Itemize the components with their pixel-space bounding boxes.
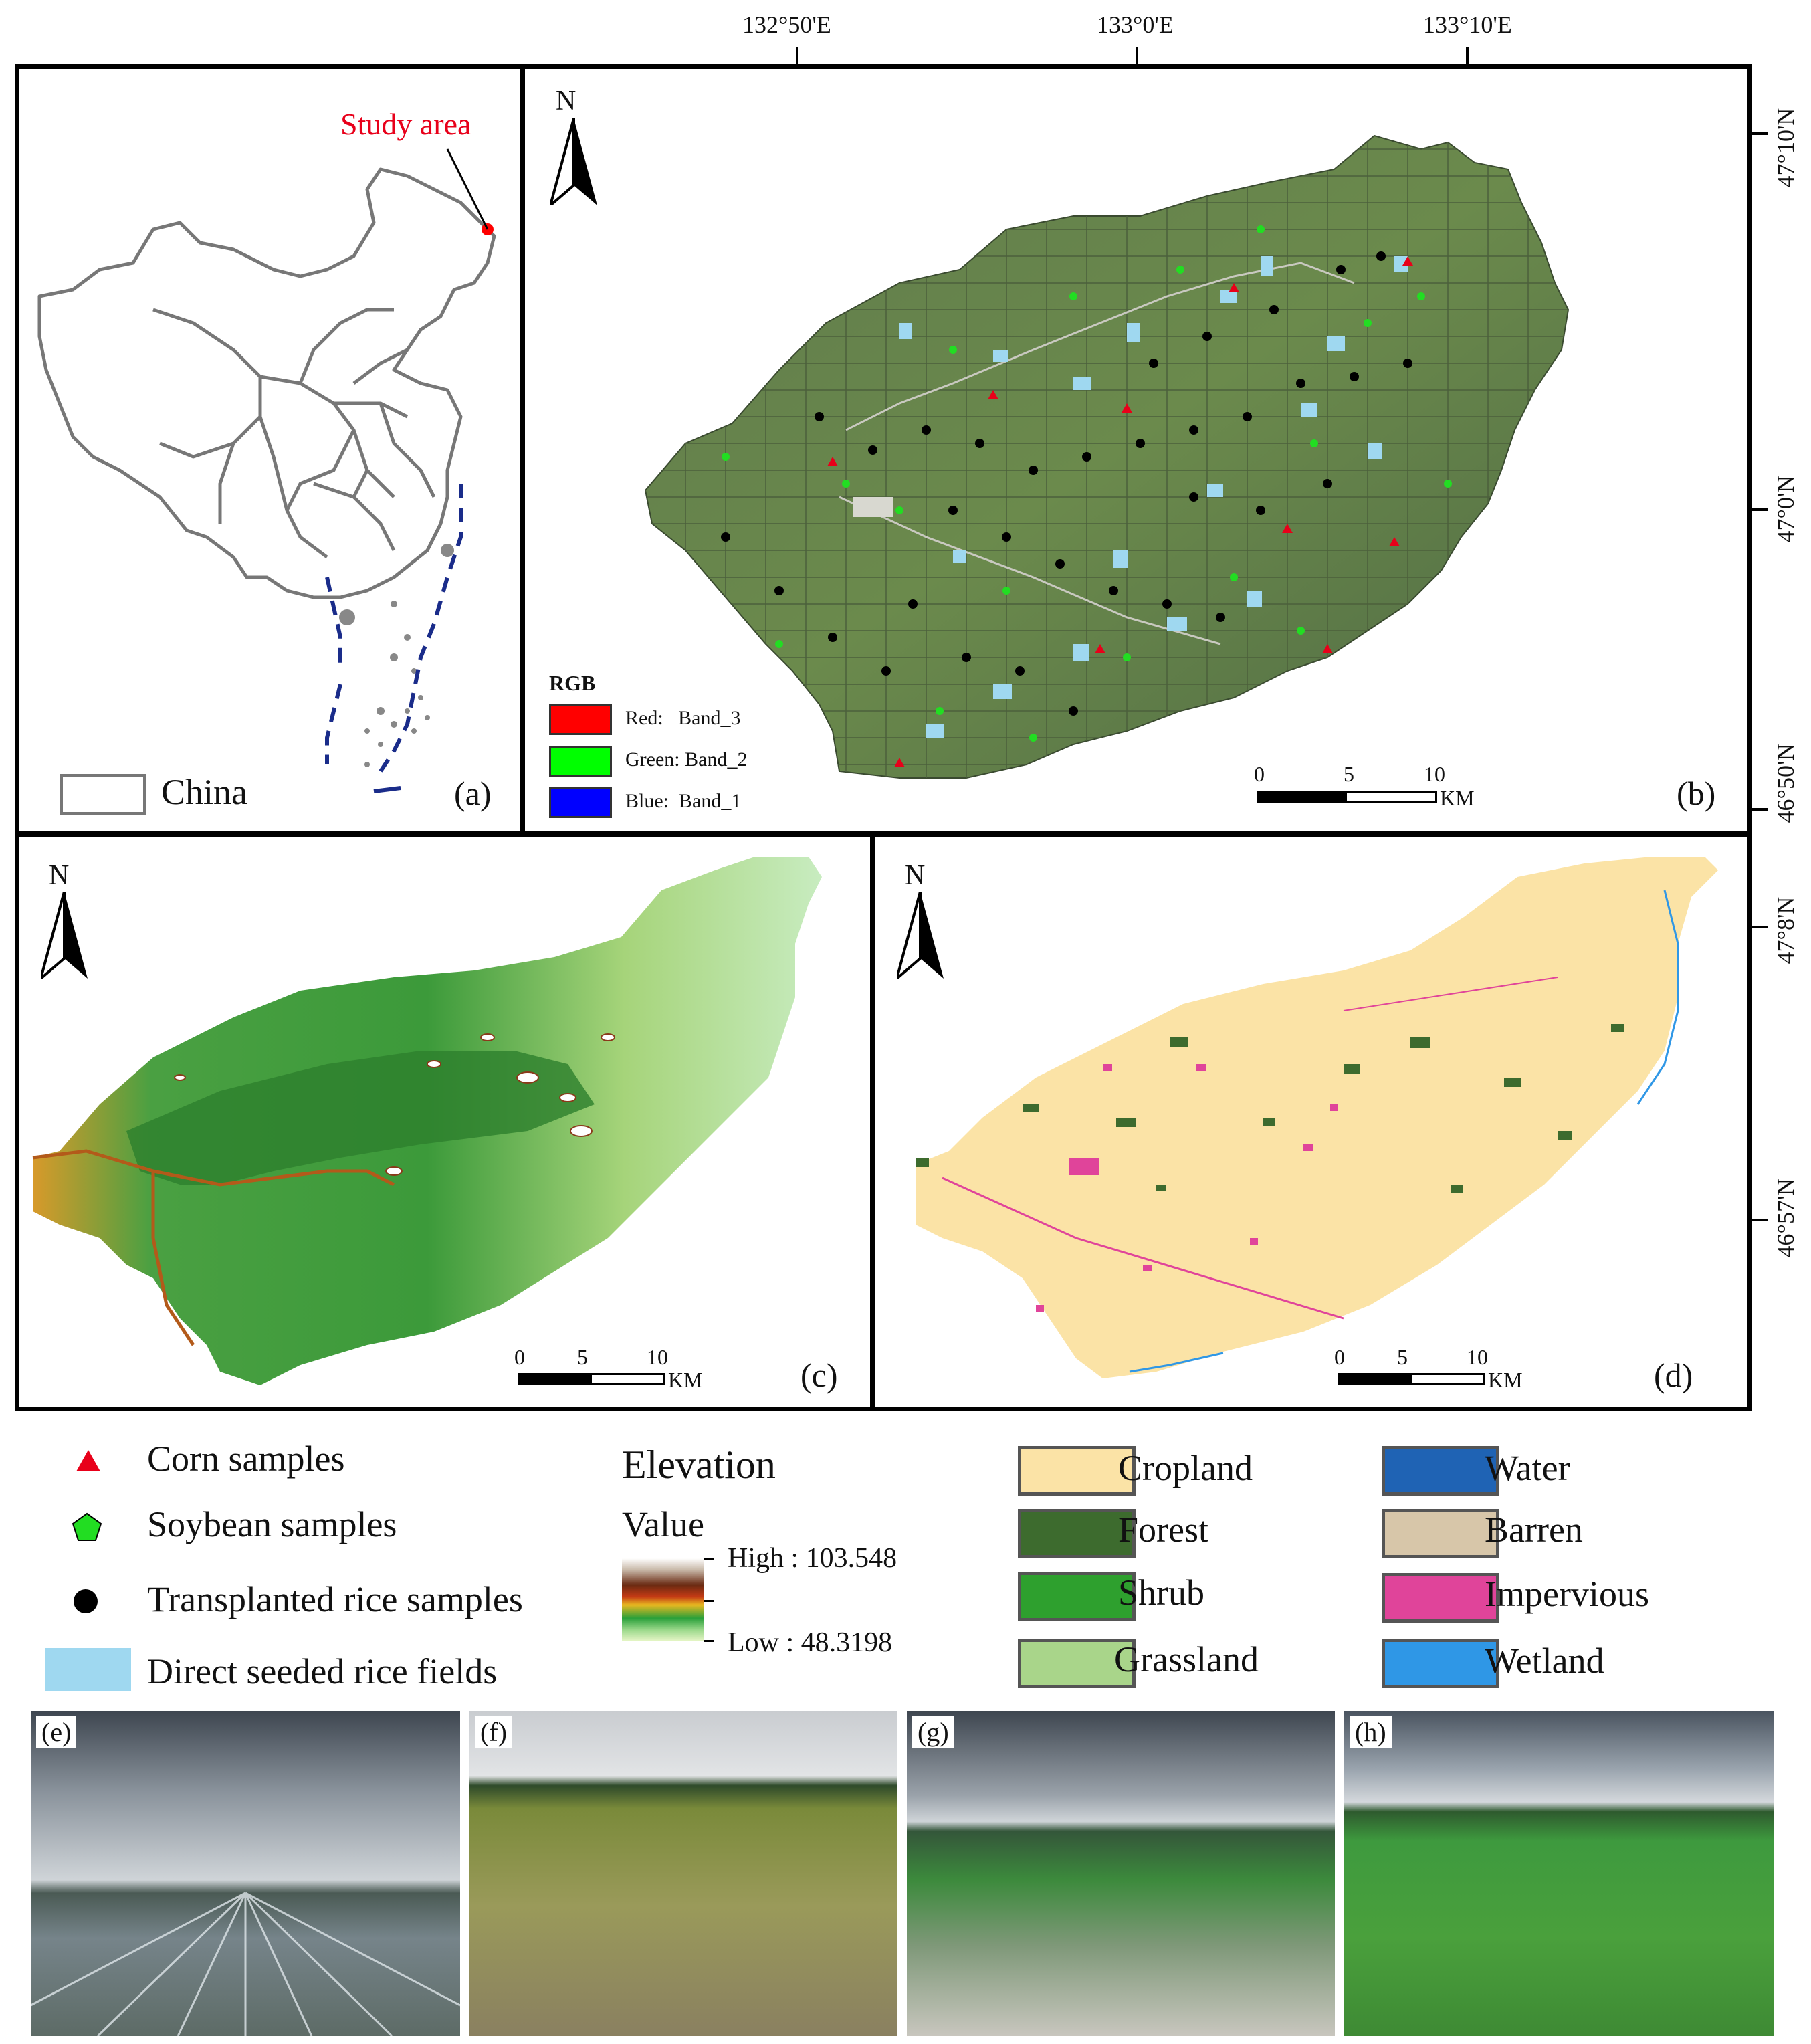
photo-g-field: (g) <box>907 1711 1335 2036</box>
scale-tick-5: 5 <box>577 1345 588 1369</box>
panel-a-china-map: Study area China (a) <box>15 64 524 836</box>
lon-label-1: 132°50'E <box>742 11 831 38</box>
rgb-red-label: Red: Band_3 <box>625 707 741 729</box>
north-arrow-icon <box>897 892 944 979</box>
landcover-cropland-swatch <box>1018 1446 1136 1496</box>
north-label: N <box>905 860 926 891</box>
photo-e-label: (e) <box>36 1716 77 1748</box>
lat-label-5: 46°57'N <box>1772 1178 1799 1258</box>
lat-label-1: 47°10'N <box>1772 108 1799 188</box>
landcover-raster-icon <box>916 857 1718 1378</box>
panel-c-elevation-map: N 0 5 10 KM (c) <box>15 832 875 1411</box>
landcover-wetland-swatch <box>1382 1639 1499 1688</box>
north-label: N <box>556 86 576 116</box>
landcover-impervious-label: Impervious <box>1485 1574 1649 1614</box>
landcover-water-label: Water <box>1485 1448 1570 1488</box>
circle-icon <box>74 1589 98 1613</box>
north-label: N <box>49 860 70 891</box>
study-area-label: Study area <box>340 107 471 141</box>
rgb-title: RGB <box>549 671 596 695</box>
landcover-grassland-label: Grassland <box>1114 1639 1259 1679</box>
study-area-satellite-icon <box>644 134 1570 779</box>
lat-label-2: 47°0'N <box>1772 475 1799 543</box>
pentagon-icon <box>72 1512 102 1541</box>
photo-h-direct-seeded-rice: (h) <box>1344 1711 1774 2036</box>
landcover-shrub-label: Shrub <box>1118 1572 1205 1613</box>
landcover-barren-swatch <box>1382 1509 1499 1558</box>
rgb-blue-swatch <box>549 787 612 818</box>
panel-a-label: (a) <box>454 775 492 812</box>
landcover-grassland-swatch <box>1018 1639 1136 1688</box>
scale-unit: KM <box>668 1368 703 1392</box>
scale-tick-5: 5 <box>1344 762 1354 786</box>
scale-tick-0: 0 <box>1334 1345 1345 1369</box>
scale-unit: KM <box>1488 1368 1523 1392</box>
photo-g-label: (g) <box>912 1716 954 1748</box>
elevation-title: Elevation <box>622 1443 776 1487</box>
elevation-raster-icon <box>32 857 822 1385</box>
legend-rice-transplanted-label: Transplanted rice samples <box>147 1579 523 1619</box>
lat-label-4: 47°8'N <box>1772 896 1799 964</box>
landcover-water-swatch <box>1382 1446 1499 1496</box>
china-legend-label: China <box>161 772 247 812</box>
landcover-forest-label: Forest <box>1118 1510 1208 1550</box>
scale-bar <box>1338 1373 1485 1385</box>
scale-tick-10: 10 <box>647 1345 668 1369</box>
lat-label-3: 46°50'N <box>1772 743 1799 823</box>
scale-tick-5: 5 <box>1397 1345 1408 1369</box>
landcover-barren-label: Barren <box>1485 1510 1583 1550</box>
scale-tick-0: 0 <box>514 1345 525 1369</box>
panel-d-landcover-map: N 0 5 10 KM (d) <box>871 832 1752 1411</box>
scale-tick-10: 10 <box>1424 762 1445 786</box>
legend-soybean-label: Soybean samples <box>147 1504 397 1544</box>
panel-b-label: (b) <box>1677 775 1716 812</box>
scale-bar <box>1257 791 1437 803</box>
legend-corn-label: Corn samples <box>147 1439 345 1479</box>
lon-label-3: 133°10'E <box>1423 11 1512 38</box>
north-arrow-icon <box>41 892 88 979</box>
photo-f-field: (f) <box>469 1711 897 2036</box>
elevation-high-label: High : 103.548 <box>728 1543 897 1574</box>
scale-bar <box>518 1373 665 1385</box>
scale-tick-10: 10 <box>1467 1345 1488 1369</box>
elevation-low-label: Low : 48.3198 <box>728 1627 893 1658</box>
elevation-ramp <box>622 1558 704 1641</box>
photo-e-transplanted-rice: (e) <box>31 1711 460 2036</box>
china-legend-swatch <box>60 774 146 815</box>
lon-label-2: 133°0'E <box>1097 11 1174 38</box>
landcover-shrub-swatch <box>1018 1572 1136 1621</box>
north-arrow-icon <box>550 118 597 205</box>
photo-f-label: (f) <box>475 1716 512 1748</box>
rgb-red-swatch <box>549 704 612 735</box>
rectangle-icon <box>45 1648 131 1691</box>
scale-tick-0: 0 <box>1254 762 1265 786</box>
triangle-icon <box>76 1450 100 1471</box>
scale-unit: KM <box>1440 786 1475 810</box>
photo-h-label: (h) <box>1350 1716 1392 1748</box>
panel-c-label: (c) <box>801 1356 838 1394</box>
legend-direct-seeded-label: Direct seeded rice fields <box>147 1651 498 1692</box>
landcover-forest-swatch <box>1018 1509 1136 1558</box>
landcover-cropland-label: Cropland <box>1118 1448 1253 1488</box>
landcover-impervious-swatch <box>1382 1573 1499 1623</box>
rgb-green-swatch <box>549 746 612 777</box>
elevation-value-title: Value <box>622 1504 704 1544</box>
rgb-green-label: Green: Band_2 <box>625 748 748 771</box>
rgb-blue-label: Blue: Band_1 <box>625 790 742 812</box>
panel-d-label: (d) <box>1654 1356 1693 1394</box>
china-outline-icon <box>37 148 496 793</box>
landcover-wetland-label: Wetland <box>1485 1641 1604 1681</box>
panel-b-satellite-map: N <box>520 64 1752 836</box>
